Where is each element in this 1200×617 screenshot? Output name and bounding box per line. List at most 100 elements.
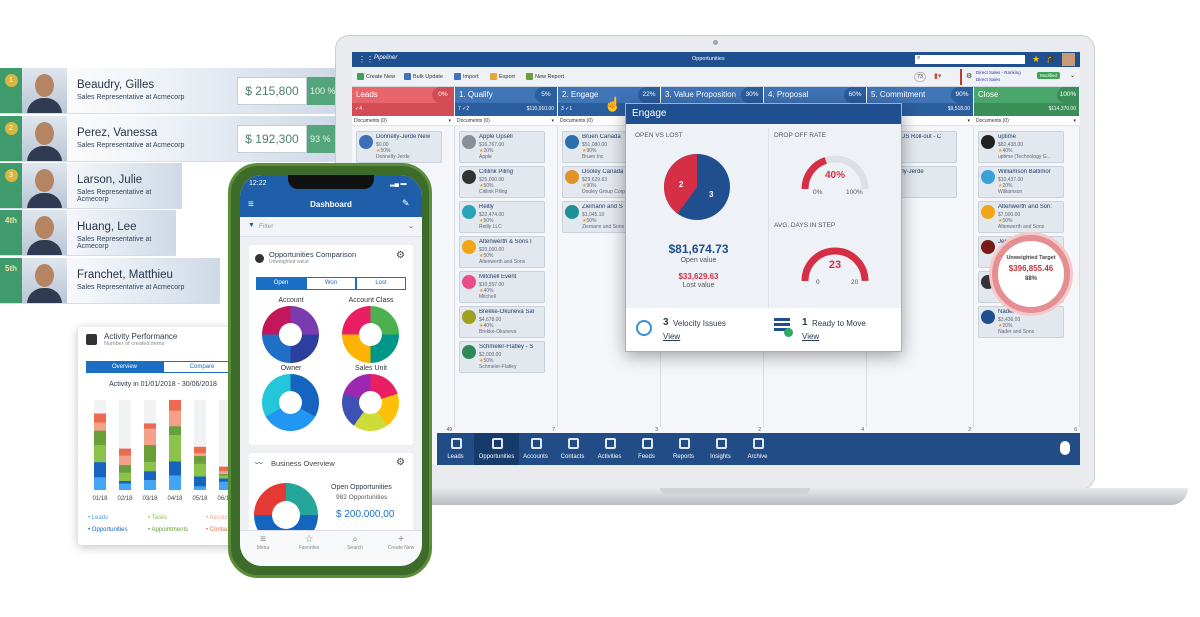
opportunity-card[interactable]: uptime $82,438.00 ★40% uptime (Technolog… <box>978 131 1064 163</box>
opportunity-card[interactable]: Brekke-Okuneva Sal $4,678.00 ★40% Brekke… <box>459 306 545 338</box>
bar-leads-02/18 <box>119 483 131 490</box>
bulk-update-button[interactable]: Bulk Update <box>404 73 443 80</box>
rep-percent: 100 % <box>307 77 335 105</box>
nav-archive[interactable]: Archive <box>739 433 776 465</box>
opportunity-card[interactable]: Apple Upsell $16,767.00 ★20% Apple <box>459 131 545 163</box>
donut-account[interactable] <box>262 306 319 363</box>
nav-contacts[interactable]: Contacts <box>554 433 591 465</box>
tab-search[interactable]: ⌕ Search <box>347 534 363 551</box>
documents-dropdown[interactable]: Documents (0)▾ <box>455 116 557 126</box>
card-account: Bruen Inc <box>582 154 604 160</box>
leaderboard-row[interactable]: 5th Franchet, Matthieu Sales Representat… <box>0 258 220 304</box>
rep-title: Sales Representative at Acmecorp <box>77 94 185 101</box>
opportunity-card[interactable]: Williamson Baltimor $10,437.00 ★20% Will… <box>978 166 1064 198</box>
stage-header[interactable]: 5. Commitment 90% <box>867 87 973 103</box>
opportunity-card[interactable]: Donnelly-Jerde New $0.00 ★50% Donnelly-J… <box>356 131 442 163</box>
velocity-view-link[interactable]: View <box>663 332 681 341</box>
tab-won[interactable]: Won <box>306 277 356 290</box>
tab-lost[interactable]: Lost <box>356 277 406 290</box>
tab-create-new[interactable]: + Create New <box>387 534 415 551</box>
opportunity-card[interactable]: Reilly $22,474.00 ★50% Reilly LLC <box>459 201 545 233</box>
account-logo <box>981 275 995 289</box>
nav-reports[interactable]: Reports <box>665 433 702 465</box>
card-title: Reilly <box>479 204 494 210</box>
create-new-button[interactable]: Create New <box>357 73 395 80</box>
opportunity-card[interactable]: Schmeler-Flatley - S $2,000.00 ★50% Schm… <box>459 341 545 373</box>
tab-menu[interactable]: ≡ Menu <box>256 534 270 551</box>
nav-insights[interactable]: Insights <box>702 433 739 465</box>
donut-owner[interactable] <box>262 374 319 431</box>
nav-leads[interactable]: Leads <box>437 433 474 465</box>
stage-count: 2 <box>758 427 761 433</box>
documents-dropdown[interactable]: Documents (0)▾ <box>352 116 454 126</box>
bar-opportunities-02/18 <box>119 481 131 484</box>
card-probability: ★50% <box>479 218 494 224</box>
leaderboard-row[interactable]: 4th Huang, Lee Sales Representative at A… <box>0 210 176 256</box>
donut-account-class[interactable] <box>342 306 399 363</box>
opportunity-card[interactable]: Altenwerth & Sons I $20,000.00 ★50% Alte… <box>459 236 545 268</box>
bar-opportunities-06/18 <box>219 478 231 482</box>
leaderboard-row[interactable]: 1 Beaudry, Gilles Sales Representative a… <box>0 68 335 114</box>
card-account: Brekke-Okuneva <box>479 329 517 335</box>
avg-days-value: 23 <box>828 259 842 271</box>
lost-value: $33,629.63 <box>678 272 719 281</box>
card-probability: ★40% <box>998 148 1013 154</box>
apps-grid-icon[interactable]: ⋮⋮ <box>358 55 374 64</box>
stage-header[interactable]: Leads 0% <box>352 87 454 103</box>
card-value: $16,767.00 <box>479 142 505 148</box>
tab-overview[interactable]: Overview <box>86 361 163 373</box>
gear-icon[interactable]: ⚙ <box>396 457 405 468</box>
tab-favorites[interactable]: ☆ Favorites <box>298 534 320 551</box>
donut-sales-unit[interactable] <box>342 374 399 431</box>
opportunity-card[interactable]: Mitchell Event $10,557.00 ★40% Mitchell <box>459 271 545 303</box>
card-value: $20,000.00 <box>479 247 505 253</box>
chart-view-icon[interactable]: ▮▾ <box>934 73 942 80</box>
x-tick-label: 02/18 <box>117 496 133 502</box>
stage-header[interactable]: 3. Value Proposition 30% <box>661 87 763 103</box>
graduation-icon[interactable]: 🎓 <box>1046 54 1056 63</box>
new-report-button[interactable]: New Report <box>526 73 564 80</box>
edit-icon[interactable]: ✎ <box>402 198 410 208</box>
drop-off-value: 40% <box>824 170 845 181</box>
export-button[interactable]: Export <box>490 73 515 80</box>
activities-icon <box>604 438 616 449</box>
support-icon[interactable] <box>1060 441 1070 455</box>
gear-icon[interactable]: ⚙ <box>396 250 405 261</box>
filter-bar[interactable]: ▼ Filter ⌄ <box>240 217 422 237</box>
documents-dropdown[interactable]: Documents (0)▾ <box>974 116 1079 126</box>
nav-accounts[interactable]: Accounts <box>517 433 554 465</box>
view-selector[interactable]: Direct Sales - Ranking <box>976 70 1021 75</box>
search-input[interactable]: ⌕ <box>915 55 1025 64</box>
stage-header[interactable]: Close 100% <box>974 87 1079 103</box>
target-pct: 88% <box>1024 276 1037 282</box>
settings-icon[interactable]: ⚙ <box>966 73 973 80</box>
rep-title: Sales Representative at Acmecorp <box>77 236 152 250</box>
tab-open[interactable]: Open <box>256 277 306 290</box>
account-logo <box>565 135 579 149</box>
stage-header[interactable]: 2. Engage 22% <box>558 87 660 103</box>
trend-icon: 〰 <box>255 459 263 468</box>
star-icon[interactable]: ★ <box>1032 54 1041 64</box>
opportunity-card[interactable]: Citilink Piling $25,000.00 ★50% Citilink… <box>459 166 545 198</box>
leaderboard-row[interactable]: 3 Larson, Julie Sales Representative at … <box>0 163 182 209</box>
bar-leads-03/18 <box>144 480 156 490</box>
leaderboard-row[interactable]: 2 Perez, Vanessa Sales Representative at… <box>0 116 335 162</box>
opportunity-card[interactable]: Altenwerth and Son: $7,900.00 ★50% Alten… <box>978 201 1064 233</box>
nav-opportunities[interactable]: Opportunities <box>474 433 519 465</box>
stage-header[interactable]: 1. Qualify 5% <box>455 87 557 103</box>
comparison-title: Opportunities Comparison <box>269 250 357 259</box>
import-button[interactable]: Import <box>454 73 479 80</box>
stage-header[interactable]: 4. Proposal 60% <box>764 87 866 103</box>
nav-activities[interactable]: Activities <box>591 433 628 465</box>
bar-accounts-03/18 <box>144 428 156 445</box>
ready-view-link[interactable]: View <box>802 332 820 341</box>
rep-name: Beaudry, Gilles <box>77 79 155 91</box>
chevron-down-icon[interactable]: ⌄ <box>1070 73 1076 79</box>
nav-feeds[interactable]: Feeds <box>628 433 665 465</box>
user-avatar[interactable] <box>1062 53 1075 66</box>
toolbar: Create New Bulk Update Import Export New… <box>352 67 1080 87</box>
menu-icon[interactable]: ≡ <box>248 199 254 210</box>
opportunity-card[interactable]: Nader and Sons $3,436.00 ★20% Nader and … <box>978 306 1064 338</box>
page-title: Opportunities <box>692 56 725 62</box>
bar-opportunities-05/18 <box>194 476 206 487</box>
